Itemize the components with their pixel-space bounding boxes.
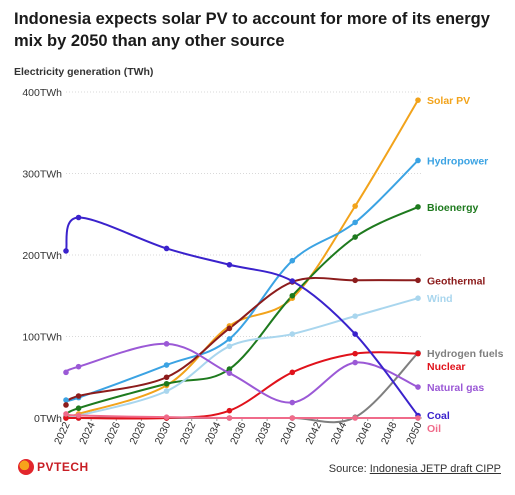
logo-text: PVTECH	[37, 460, 89, 474]
data-point	[289, 369, 296, 376]
data-point	[163, 362, 170, 368]
x-tick-label: 2046	[354, 420, 375, 446]
data-point	[75, 214, 82, 221]
data-point	[415, 415, 421, 421]
data-point	[415, 295, 421, 301]
y-axis-label: Electricity generation (TWh)	[14, 66, 154, 78]
y-tick-label: 100TWh	[22, 332, 62, 344]
y-tick-label: 200TWh	[22, 250, 62, 262]
data-point	[226, 336, 233, 342]
data-point	[352, 313, 358, 319]
data-point	[63, 369, 69, 376]
source-note: Source: Indonesia JETP draft CIPP	[329, 463, 501, 475]
series-points	[63, 97, 421, 421]
data-point	[226, 325, 233, 332]
data-point	[289, 278, 296, 284]
data-point	[415, 350, 421, 357]
data-point	[163, 388, 170, 394]
series-label: Nuclear	[427, 361, 466, 373]
series-label: Coal	[427, 410, 450, 422]
series-label: Wind	[427, 293, 453, 305]
data-point	[352, 203, 358, 209]
data-point	[289, 331, 296, 337]
x-tick-label: 2024	[77, 420, 98, 446]
data-point	[352, 331, 358, 337]
x-tick-label: 2030	[153, 420, 174, 446]
data-point	[415, 97, 421, 103]
x-tick-label: 2036	[228, 420, 249, 446]
data-point	[75, 363, 82, 370]
gridlines	[66, 91, 422, 419]
data-point	[163, 374, 170, 381]
data-point	[352, 359, 358, 366]
series-label: Hydropower	[427, 155, 488, 167]
data-point	[415, 157, 421, 164]
series-label: Natural gas	[427, 382, 484, 394]
x-tick-label: 2042	[303, 420, 324, 446]
chart-title: Indonesia expects solar PV to account fo…	[14, 10, 490, 50]
data-point	[415, 277, 421, 284]
y-tick-label: 0TWh	[34, 413, 62, 425]
series-line	[65, 206, 419, 418]
x-tick-label: 2026	[102, 420, 123, 446]
footer: PVTECH Source: Indonesia JETP draft CIPP	[0, 453, 515, 495]
data-point	[289, 415, 296, 421]
data-point	[226, 366, 233, 372]
x-tick-label: 2034	[203, 420, 224, 446]
series-lines	[65, 99, 419, 424]
x-tick-label: 2044	[329, 420, 350, 446]
data-point	[226, 343, 233, 350]
series-labels: Solar PV Hydropower Bioenergy Geothermal Win…	[427, 95, 504, 435]
data-point	[289, 292, 296, 299]
y-tick-label: 400TWh	[22, 87, 62, 99]
x-axis-ticks: 2022 2024 2026 2028 2030 2032 2034 2036 2038 2040…	[52, 418, 425, 446]
y-tick-label: 300TWh	[22, 169, 62, 181]
data-point	[75, 412, 82, 419]
data-point	[226, 407, 233, 414]
x-tick-label: 2048	[379, 420, 400, 446]
data-point	[289, 257, 296, 264]
data-point	[63, 397, 69, 403]
data-point	[352, 219, 358, 226]
data-point	[352, 350, 358, 357]
data-point	[63, 248, 69, 254]
source-prefix: Source:	[328, 463, 370, 475]
data-point	[352, 415, 358, 421]
series-label: Solar PV	[427, 95, 470, 107]
y-axis-ticks: 0TWh 100TWh 200TWh 300TWh 400TWh	[22, 87, 62, 425]
data-point	[63, 411, 69, 417]
data-point	[75, 405, 82, 412]
x-tick-label: 2050	[404, 420, 425, 446]
data-point	[226, 261, 233, 268]
series-label: Bioenergy	[427, 202, 479, 214]
series-line	[65, 216, 419, 417]
line-chart: 0TWh 100TWh 200TWh 300TWh 400TWh 2022 2024 202…	[22, 87, 504, 446]
data-point	[415, 384, 421, 390]
data-point	[352, 277, 358, 284]
data-point	[289, 399, 296, 406]
data-point	[163, 380, 170, 387]
x-tick-label: 2028	[127, 420, 148, 446]
data-point	[226, 370, 233, 376]
pvtech-logo: PVTECH	[18, 459, 89, 475]
series-label: Oil	[427, 423, 441, 435]
source-link[interactable]: Indonesia JETP draft CIPP	[369, 463, 501, 475]
data-point	[163, 245, 170, 252]
data-point	[163, 414, 170, 420]
x-tick-label: 2032	[178, 420, 199, 446]
x-tick-label: 2038	[253, 420, 274, 446]
series-line	[65, 99, 419, 418]
series-label: Hydrogen fuels	[427, 348, 504, 360]
data-point	[163, 341, 170, 347]
data-point	[352, 234, 358, 240]
x-tick-label: 2040	[278, 420, 299, 446]
data-point	[63, 415, 69, 421]
data-point	[226, 415, 233, 421]
data-point	[63, 402, 69, 408]
data-point	[415, 204, 421, 210]
series-label: Geothermal	[427, 275, 485, 287]
data-point	[75, 393, 82, 399]
sun-logo-icon	[18, 459, 34, 475]
